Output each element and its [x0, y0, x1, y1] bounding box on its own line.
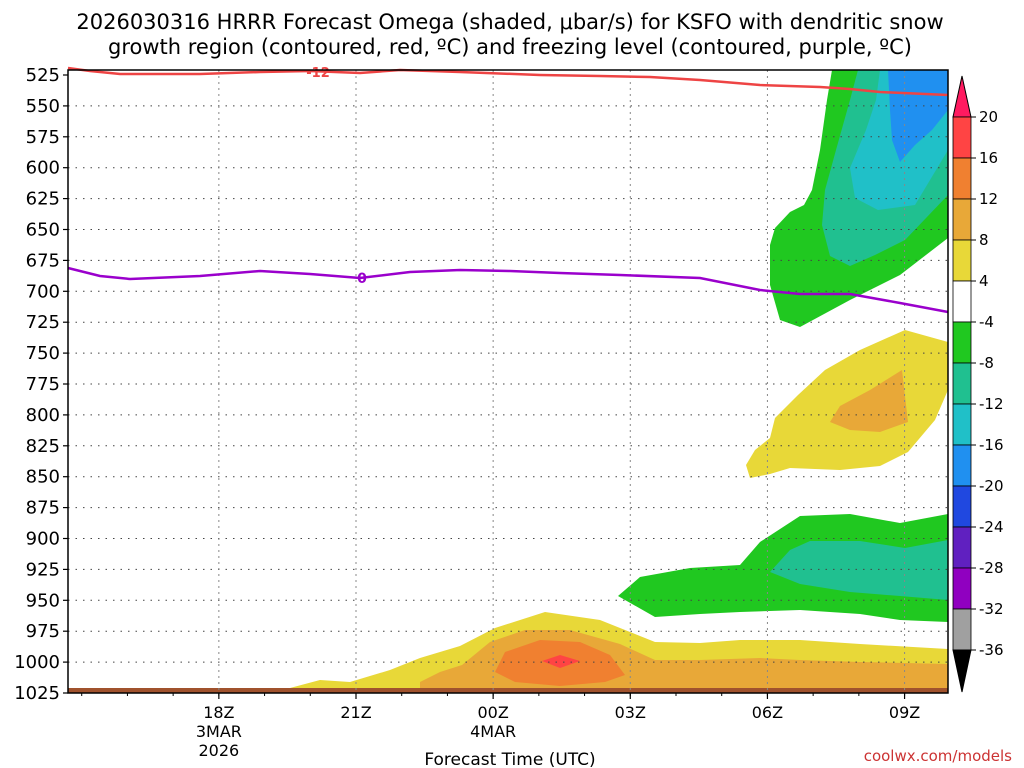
colorbar-label: -16 [979, 436, 1004, 454]
colorbar-label: -12 [979, 395, 1004, 413]
y-tick-label: 775 [26, 374, 60, 395]
colorbar-swatch [953, 527, 971, 568]
x-tick-label: 06Z [752, 703, 783, 722]
colorbar-arrow-bottom [953, 650, 971, 692]
x-tick-label: 21Z [340, 703, 371, 722]
y-tick-label: 700 [26, 281, 60, 302]
colorbar-label: 16 [979, 149, 998, 167]
colorbar-label: -24 [979, 518, 1004, 536]
y-tick-label: 850 [26, 467, 60, 488]
y-axis: 525 550 575 600 625 650 675 700 725 750 775 800 825 8… [14, 65, 68, 704]
y-tick-label: 750 [26, 343, 60, 364]
colorbar-label: -28 [979, 559, 1004, 577]
colorbar: 20 16 12 8 4 -4 -8 -12 -16 -20 -24 -28 -32 -36 [953, 76, 1004, 692]
colorbar-label: 12 [979, 190, 998, 208]
colorbar-label: 4 [979, 272, 989, 290]
colorbar-swatch [953, 404, 971, 445]
colorbar-swatch [953, 158, 971, 199]
colorbar-swatch [953, 199, 971, 240]
x-axis-title: Forecast Time (UTC) [424, 750, 595, 768]
colorbar-label: -20 [979, 477, 1004, 495]
chart-title-line2: growth region (contoured, red, ºC) and f… [108, 35, 912, 59]
colorbar-swatch [953, 445, 971, 486]
colorbar-swatch [953, 281, 971, 322]
y-tick-label: 575 [26, 127, 60, 148]
omega-time-height-chart: 2026030316 HRRR Forecast Omega (shaded, … [0, 0, 1024, 768]
x-tick-label: 09Z [889, 703, 920, 722]
colorbar-label: 8 [979, 231, 989, 249]
colorbar-swatch [953, 322, 971, 363]
colorbar-swatch [953, 568, 971, 609]
y-tick-label: 900 [26, 529, 60, 550]
colorbar-swatch [953, 609, 971, 650]
x-tick-label: 18Z [203, 703, 234, 722]
y-tick-label: 650 [26, 220, 60, 241]
colorbar-label: -4 [979, 313, 994, 331]
colorbar-swatch [953, 240, 971, 281]
y-tick-label: 875 [26, 498, 60, 519]
y-tick-label: 525 [26, 65, 60, 86]
y-tick-label: 550 [26, 96, 60, 117]
colorbar-swatch [953, 363, 971, 404]
dgz-contour-label: -12 [306, 66, 330, 81]
chart-title-line1: 2026030316 HRRR Forecast Omega (shaded, … [76, 10, 943, 34]
x-tick-label: 03Z [615, 703, 646, 722]
colorbar-label: -32 [979, 600, 1004, 618]
y-tick-label: 950 [26, 590, 60, 611]
colorbar-label: 20 [979, 108, 998, 126]
y-tick-label: 925 [26, 559, 60, 580]
y-tick-label: 600 [26, 158, 60, 179]
credit-text: coolwx.com/models [864, 747, 1012, 765]
y-tick-label: 725 [26, 312, 60, 333]
y-tick-label: 1025 [14, 683, 60, 704]
x-tick-label: 2026 [198, 741, 239, 760]
y-tick-label: 675 [26, 250, 60, 271]
y-tick-label: 800 [26, 405, 60, 426]
x-tick-label: 00Z [477, 703, 508, 722]
y-tick-label: 625 [26, 189, 60, 210]
y-tick-label: 825 [26, 436, 60, 457]
x-tick-label: 4MAR [470, 722, 516, 741]
colorbar-arrow-top [953, 76, 971, 117]
y-tick-label: 1000 [14, 652, 60, 673]
colorbar-label: -36 [979, 641, 1004, 659]
x-tick-label: 3MAR [196, 722, 242, 741]
colorbar-label: -8 [979, 354, 994, 372]
y-tick-label: 975 [26, 621, 60, 642]
freezing-level-label: 0 [357, 271, 367, 287]
colorbar-swatch [953, 486, 971, 527]
colorbar-swatch [953, 117, 971, 158]
